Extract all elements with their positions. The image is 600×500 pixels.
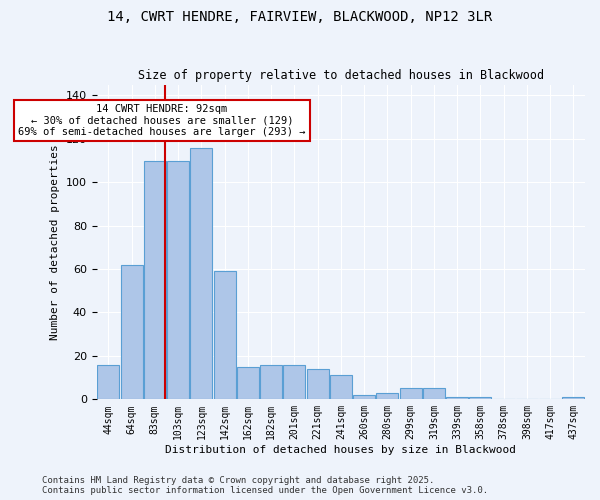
Bar bbox=[562, 397, 584, 400]
Bar bbox=[260, 364, 282, 400]
Text: 14 CWRT HENDRE: 92sqm
← 30% of detached houses are smaller (129)
69% of semi-det: 14 CWRT HENDRE: 92sqm ← 30% of detached … bbox=[18, 104, 305, 138]
Bar bbox=[283, 364, 305, 400]
Bar bbox=[167, 160, 189, 400]
Bar bbox=[376, 393, 398, 400]
Text: 14, CWRT HENDRE, FAIRVIEW, BLACKWOOD, NP12 3LR: 14, CWRT HENDRE, FAIRVIEW, BLACKWOOD, NP… bbox=[107, 10, 493, 24]
Bar bbox=[214, 272, 236, 400]
Bar bbox=[237, 367, 259, 400]
Bar bbox=[121, 264, 143, 400]
Y-axis label: Number of detached properties: Number of detached properties bbox=[50, 144, 61, 340]
Bar bbox=[446, 397, 468, 400]
Bar bbox=[469, 397, 491, 400]
Bar bbox=[330, 376, 352, 400]
Bar bbox=[307, 369, 329, 400]
Bar bbox=[190, 148, 212, 400]
Title: Size of property relative to detached houses in Blackwood: Size of property relative to detached ho… bbox=[138, 69, 544, 82]
Bar bbox=[353, 395, 375, 400]
X-axis label: Distribution of detached houses by size in Blackwood: Distribution of detached houses by size … bbox=[166, 445, 517, 455]
Bar bbox=[400, 388, 422, 400]
Bar bbox=[144, 160, 166, 400]
Bar bbox=[97, 364, 119, 400]
Bar bbox=[423, 388, 445, 400]
Text: Contains HM Land Registry data © Crown copyright and database right 2025.
Contai: Contains HM Land Registry data © Crown c… bbox=[42, 476, 488, 495]
